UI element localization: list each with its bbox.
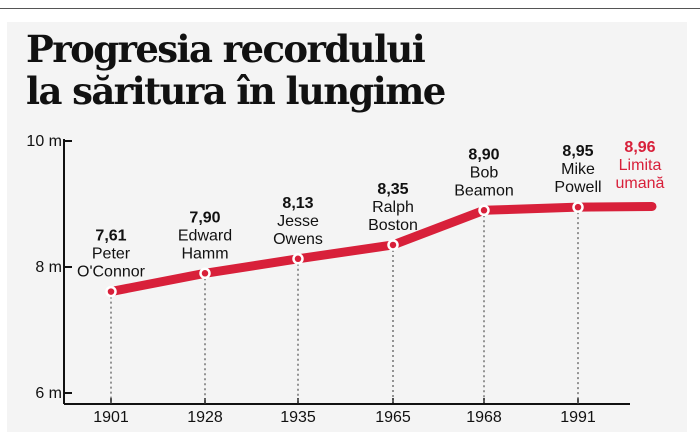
- data-label-name: Mike: [561, 161, 595, 178]
- data-points: [105, 201, 584, 298]
- x-tick-label: 1965: [375, 409, 411, 426]
- data-label-value: 8,13: [282, 195, 313, 212]
- data-point: [572, 201, 584, 213]
- data-label-value: 8,35: [377, 181, 408, 198]
- data-label-name: Ralph: [372, 199, 414, 216]
- data-label-value: 7,61: [95, 228, 126, 245]
- chart-title: Progresia recordului la săritura în lung…: [26, 27, 446, 113]
- data-label-name: Bob: [470, 164, 499, 181]
- data-label-name: Owens: [273, 231, 323, 248]
- data-point: [478, 204, 490, 217]
- data-label-value: 8,90: [468, 146, 499, 163]
- data-label-name: Edward: [178, 227, 232, 244]
- y-axis-tick-labels: 6 m 8 m 10 m: [26, 133, 62, 402]
- data-label-name: Peter: [92, 246, 131, 263]
- data-label-value: 7,90: [189, 209, 220, 226]
- data-label-name: Powell: [554, 179, 601, 196]
- x-tick-label: 1991: [560, 409, 596, 426]
- chart-title-line-1: Progresia recordului: [26, 27, 426, 71]
- data-point: [199, 267, 211, 280]
- top-rule: [0, 8, 700, 9]
- x-tick-label: 1928: [187, 409, 223, 426]
- data-label-value: 8,95: [562, 143, 593, 160]
- data-point: [105, 285, 117, 298]
- y-tick-label: 8 m: [35, 259, 62, 276]
- chart-title-line-2: la săritura în lungime: [26, 69, 446, 113]
- data-label-name: Hamm: [181, 245, 228, 262]
- data-label-name: umană: [616, 175, 665, 192]
- y-tick-label: 6 m: [35, 385, 62, 402]
- drop-lines: [110, 207, 579, 404]
- data-label-value: 8,96: [624, 139, 655, 156]
- x-tick-label: 1935: [280, 409, 316, 426]
- data-label-name: O'Connor: [77, 264, 146, 281]
- x-tick-label: 1901: [93, 409, 129, 426]
- data-point: [387, 239, 399, 251]
- axes: [63, 139, 630, 405]
- data-point: [292, 253, 304, 265]
- data-label-name: Beamon: [454, 182, 514, 199]
- data-label-name: Limita: [619, 157, 662, 174]
- data-label-name: Boston: [368, 217, 418, 234]
- x-tick-label: 1968: [466, 409, 502, 426]
- y-tick-label: 10 m: [26, 133, 62, 150]
- x-axis-tick-labels: 1901 1928 1935 1965 1968 1991: [93, 409, 596, 426]
- chart-panel: [7, 22, 687, 432]
- data-label-name: Jesse: [277, 213, 319, 230]
